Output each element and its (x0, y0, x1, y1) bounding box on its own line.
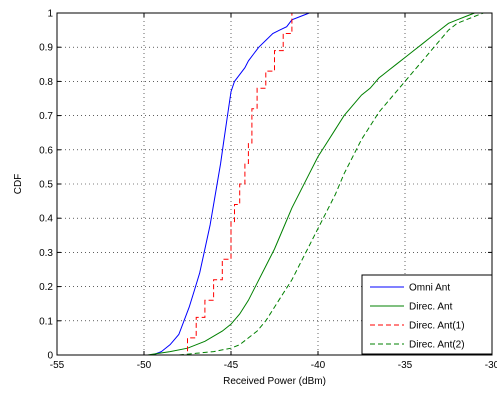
series-line-1 (152, 12, 318, 356)
x-tick-label: -55 (50, 360, 65, 371)
y-tick-label: 0.8 (39, 77, 53, 88)
y-tick-label: 0 (47, 351, 53, 362)
y-tick-label: 0.6 (39, 145, 53, 156)
series-line-3 (175, 12, 301, 356)
legend: Omni Ant Direc. Ant Direc. Ant(1) Direc. An… (361, 274, 493, 355)
y-tick-label: 0.4 (39, 214, 53, 225)
y-tick-label: 0.5 (39, 180, 53, 191)
legend-label: Direc. Ant (409, 302, 453, 313)
legend-box (361, 274, 493, 355)
x-tick-label: -40 (311, 360, 326, 371)
x-tick-label: -35 (398, 360, 413, 371)
x-tick-label: -45 (224, 360, 239, 371)
x-tick-label: -30 (485, 360, 497, 371)
legend-label: Direc. Ant(1) (409, 321, 465, 332)
y-tick-label: 0.2 (39, 282, 53, 293)
y-tick-label: 0.1 (39, 316, 53, 327)
y-tick-label: 0.7 (39, 111, 53, 122)
grid-layer (57, 13, 492, 355)
series-line-4 (178, 12, 484, 356)
y-tick-label: 0.3 (39, 248, 53, 259)
y-tick-label: 0.9 (39, 43, 53, 54)
legend-label: Omni Ant (409, 283, 450, 294)
y-axis-label: CDF (13, 174, 24, 195)
y-tick-label: 1 (47, 9, 53, 20)
x-tick-label: -50 (137, 360, 152, 371)
x-axis-label: Received Power (dBm) (223, 376, 326, 387)
tick-layer: -55 -50 -45 -40 -35 -30 0 0.1 0.2 0.3 0.4 0.5 0.6 0.7… (39, 9, 497, 372)
legend-label: Direc. Ant(2) (409, 340, 465, 351)
series-line-2 (147, 12, 475, 356)
series-layer (147, 12, 484, 356)
